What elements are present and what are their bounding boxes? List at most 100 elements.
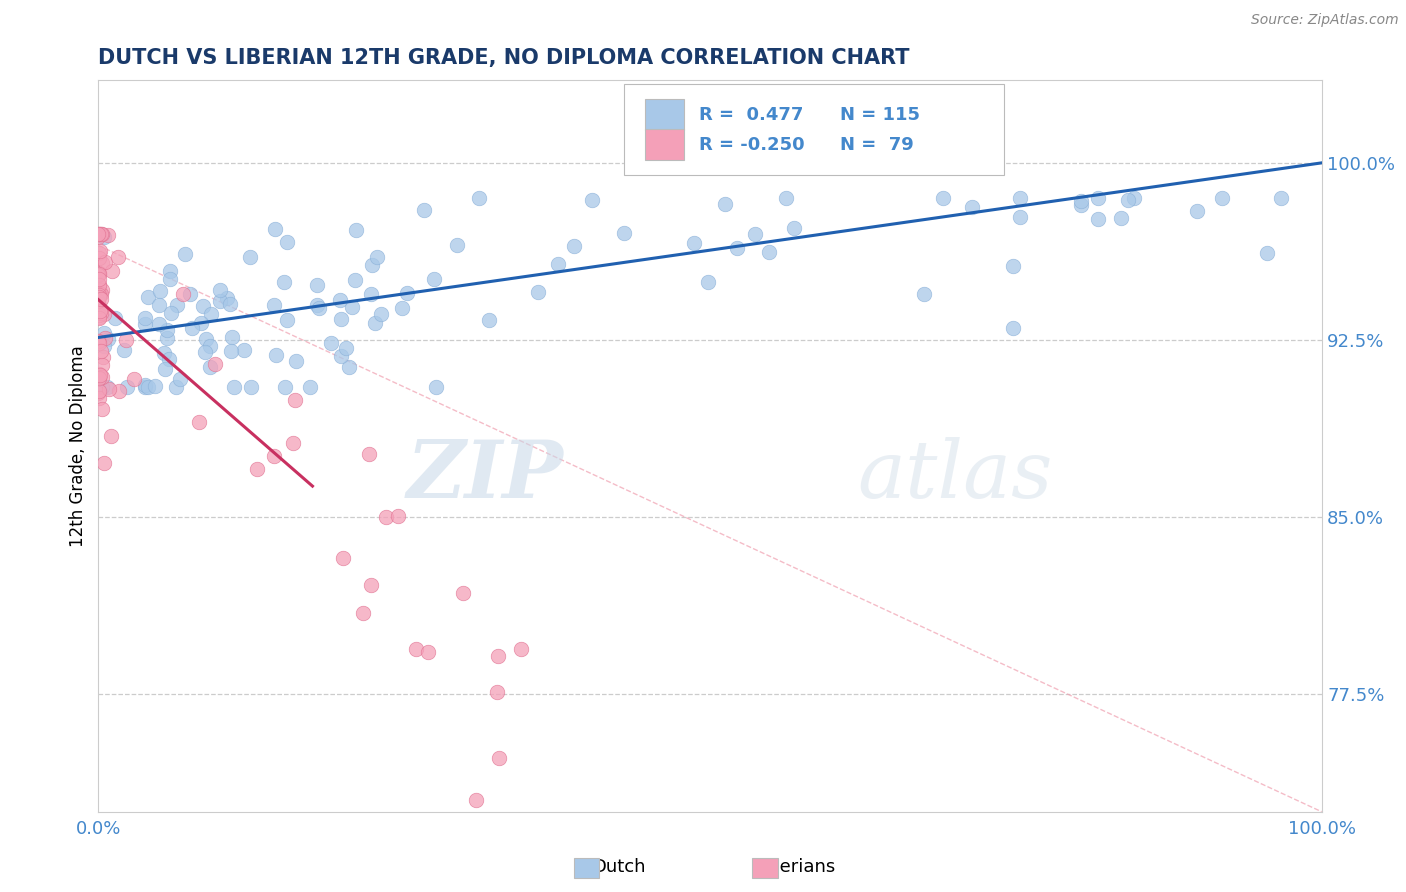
- Point: [97, 332, 120, 346]
- Point: [308, 301, 330, 315]
- Point: [172, 286, 194, 301]
- Point: [416, 645, 439, 659]
- Point: [264, 348, 287, 362]
- Point: [217, 291, 239, 305]
- Point: [156, 331, 179, 345]
- Point: [562, 239, 585, 253]
- Point: [932, 191, 955, 205]
- Point: [360, 578, 382, 592]
- Point: [153, 346, 176, 360]
- Point: [1010, 210, 1032, 224]
- Point: [87, 278, 110, 293]
- Point: [1087, 191, 1109, 205]
- Point: [136, 290, 159, 304]
- Point: [159, 272, 181, 286]
- Point: [112, 343, 135, 357]
- Point: [89, 304, 111, 318]
- Point: [200, 306, 222, 320]
- Point: [100, 429, 122, 443]
- Point: [91, 401, 114, 416]
- Point: [193, 299, 215, 313]
- Point: [222, 380, 245, 394]
- Point: [276, 235, 298, 250]
- Point: [204, 357, 226, 371]
- Point: [319, 336, 342, 351]
- Point: [412, 203, 434, 218]
- Point: [93, 307, 115, 321]
- Point: [93, 230, 115, 244]
- Point: [187, 415, 209, 429]
- Point: [94, 254, 117, 268]
- Point: [87, 290, 110, 304]
- Point: [148, 298, 170, 312]
- Point: [453, 585, 475, 599]
- Point: [87, 227, 110, 241]
- Point: [149, 285, 172, 299]
- Point: [775, 191, 797, 205]
- Point: [166, 298, 188, 312]
- Point: [90, 370, 112, 384]
- Point: [1087, 211, 1109, 226]
- Point: [148, 317, 170, 331]
- Point: [87, 266, 110, 280]
- Point: [232, 343, 254, 358]
- Point: [370, 307, 392, 321]
- Point: [96, 380, 118, 394]
- Point: [683, 236, 706, 251]
- Point: [157, 352, 180, 367]
- Point: [391, 301, 413, 315]
- Point: [276, 313, 298, 327]
- Point: [194, 332, 217, 346]
- Point: [405, 642, 427, 657]
- Point: [115, 333, 138, 347]
- Point: [91, 380, 114, 394]
- Point: [90, 256, 112, 270]
- Point: [122, 372, 145, 386]
- Point: [357, 447, 380, 461]
- Point: [361, 258, 384, 272]
- Point: [375, 510, 398, 524]
- Point: [104, 311, 127, 326]
- Point: [159, 264, 181, 278]
- Point: [134, 317, 156, 331]
- Point: [758, 244, 780, 259]
- Point: [87, 310, 110, 324]
- Point: [87, 227, 110, 241]
- Point: [912, 286, 935, 301]
- Point: [90, 292, 112, 306]
- Point: [465, 793, 488, 807]
- Point: [744, 227, 766, 241]
- Point: [87, 311, 110, 326]
- Point: [136, 380, 159, 394]
- Point: [87, 386, 110, 401]
- Point: [240, 380, 263, 394]
- Point: [221, 330, 243, 344]
- Point: [198, 359, 221, 374]
- Point: [360, 286, 382, 301]
- Point: [198, 339, 221, 353]
- Y-axis label: 12th Grade, No Diploma: 12th Grade, No Diploma: [69, 345, 87, 547]
- Point: [165, 380, 187, 394]
- Point: [352, 607, 374, 621]
- Point: [89, 271, 111, 285]
- Point: [134, 380, 156, 394]
- Point: [467, 191, 489, 205]
- Point: [89, 244, 111, 259]
- Point: [173, 247, 195, 261]
- Point: [1109, 211, 1132, 226]
- Point: [1070, 197, 1092, 211]
- Point: [581, 193, 603, 207]
- Point: [478, 313, 501, 327]
- Point: [396, 285, 419, 300]
- Point: [246, 462, 269, 476]
- Point: [422, 271, 444, 285]
- FancyBboxPatch shape: [624, 84, 1004, 176]
- Point: [283, 436, 305, 450]
- Point: [329, 349, 352, 363]
- Text: Dutch: Dutch: [592, 858, 645, 876]
- Point: [209, 294, 232, 309]
- Point: [284, 393, 307, 408]
- Point: [134, 377, 156, 392]
- Point: [93, 326, 115, 341]
- Point: [330, 312, 353, 326]
